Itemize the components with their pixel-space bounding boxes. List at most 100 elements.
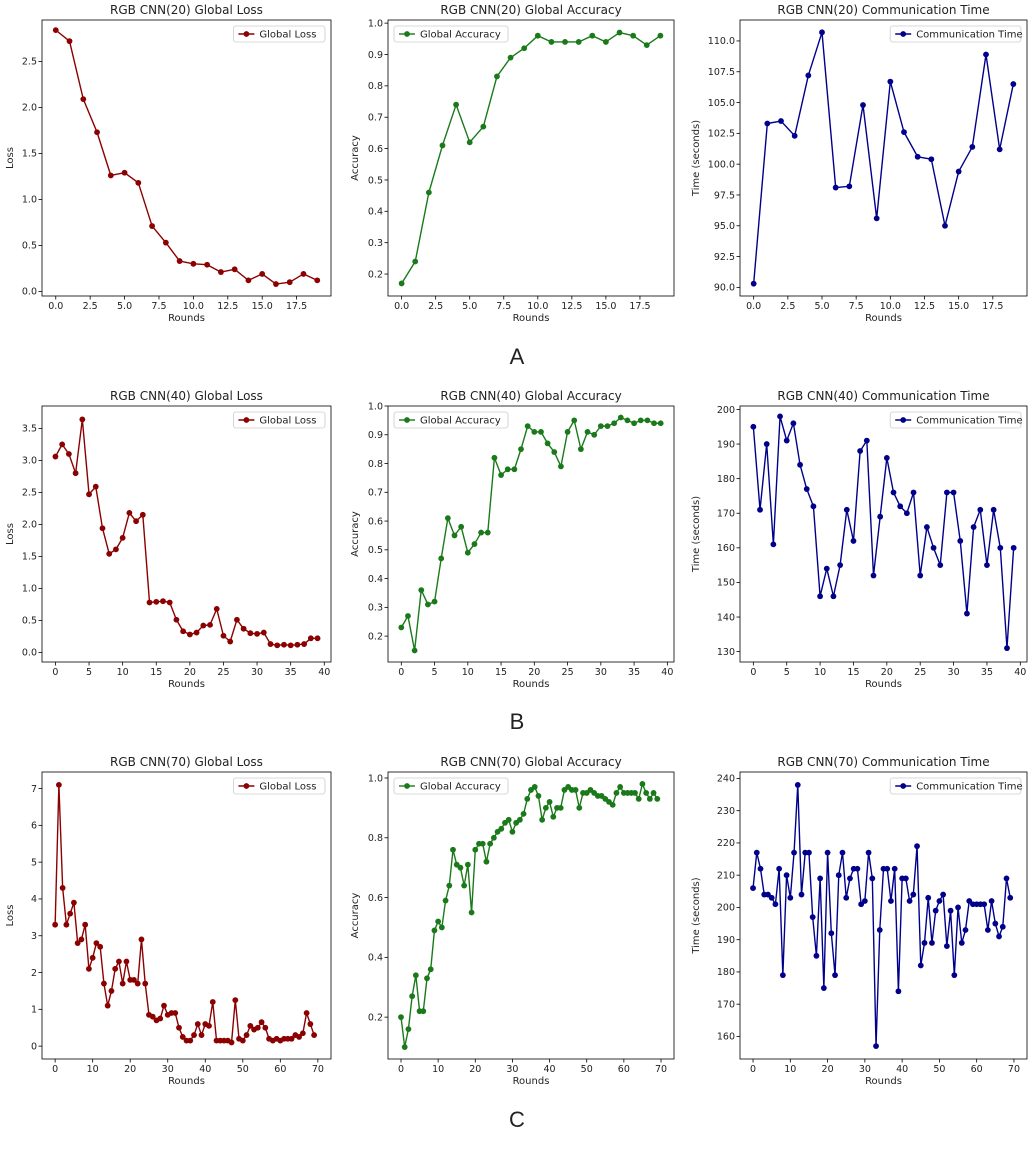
data-point [535,793,542,799]
data-point [548,39,555,45]
data-point [544,440,551,447]
data-point [442,897,449,904]
y-tick-label: 110.0 [708,36,735,47]
data-point [405,1026,412,1033]
data-point [435,918,442,925]
legend: Global Accuracy [393,25,509,43]
x-tick-label: 10 [432,1064,444,1075]
data-point [194,1021,201,1027]
data-point [52,453,59,460]
chart-svg: RGB CNN(40) Global Loss 0 5 10 15 20 25 30 35 40 0… [5,389,332,690]
chart-svg: RGB CNN(70) Global Accuracy 0 10 20 30 40 50 60… [350,755,675,1087]
y-tick-label: 102.5 [708,129,735,140]
x-tick-label: 0 [398,1064,404,1075]
data-point [52,27,59,34]
data-point [843,506,850,513]
x-tick-label: 40 [199,1064,211,1075]
data-point [446,882,453,889]
x-axis-label: Rounds [513,1076,550,1087]
y-axis-label: Loss [5,147,16,169]
y-tick-label: 6 [31,821,37,832]
data-point [260,629,267,636]
x-tick-label: 5 [784,667,790,678]
chart-title: RGB CNN(70) Communication Time [777,755,989,769]
x-axis-label: Rounds [168,313,205,324]
data-point [82,921,89,928]
data-point [546,798,553,805]
data-point [162,239,169,246]
x-tick-label: 40 [544,1064,556,1075]
data-point [531,784,538,790]
data-point [964,610,970,617]
legend-marker [900,417,907,423]
y-tick-label: 210 [717,870,735,881]
chart-title: RGB CNN(40) Global Accuracy [440,389,621,403]
data-point [409,993,416,1000]
y-axis-label: Time (seconds) [691,496,702,573]
data-point [425,601,431,608]
data-point [258,1019,265,1026]
legend-label: Global Loss [259,416,316,427]
chart-svg: RGB CNN(20) Global Accuracy 0.0 2.5 5.0 7.5 1… [350,3,675,324]
data-point [936,898,943,904]
x-tick-label: 0 [52,1064,58,1075]
data-point [524,423,531,430]
data-point [644,417,651,424]
data-point [942,222,948,229]
x-tick-label: 20 [184,667,196,678]
y-tick-label: 0.5 [22,241,37,252]
legend-box [232,411,326,429]
data-point [921,940,928,946]
chart-cnn70-accuracy: RGB CNN(70) Global Accuracy 0 10 20 30 40 50 60… [345,752,690,1104]
y-tick-label: 3.5 [22,424,37,435]
data-point [865,849,872,856]
data-point [917,962,924,969]
data-point [507,54,514,61]
data-point [438,555,445,562]
legend-label: Global Accuracy [420,30,501,41]
data-point [823,565,830,572]
data-point [798,891,805,898]
data-point [539,816,546,823]
data-point [928,156,935,163]
data-point [558,463,564,470]
data-point [398,280,405,287]
data-point [412,972,419,979]
data-point [1004,645,1010,652]
x-tick-label: 0 [750,1064,756,1075]
y-tick-label: 1.0 [22,195,37,206]
data-point [161,1002,167,1009]
legend-label: Global Loss [259,782,316,793]
data-point [227,638,234,645]
data-point [411,647,418,654]
series-line [54,784,315,1044]
y-tick-label: 0.0 [22,648,37,659]
y-tick-label: 0.6 [368,144,383,155]
y-axis-label: Loss [5,905,16,927]
data-point [267,641,274,647]
data-point [286,279,293,286]
data-point [770,541,777,548]
data-point [116,958,122,965]
data-point [557,804,564,811]
y-tick-label: 90.0 [714,283,735,294]
data-point [55,781,62,788]
data-point [832,184,839,191]
data-point [119,980,126,987]
data-point [80,96,87,103]
x-tick-label: 5.0 [814,301,829,312]
y-tick-label: 2.0 [22,103,37,114]
data-point [59,885,66,891]
data-point [809,914,816,921]
data-point [480,123,487,130]
x-tick-label: 7.5 [849,301,864,312]
data-point [153,598,160,605]
chart-title: RGB CNN(70) Global Accuracy [440,755,621,769]
data-point [247,1022,254,1029]
y-tick-label: 0.8 [368,833,383,844]
x-tick-label: 70 [312,1064,324,1075]
data-point [895,988,902,995]
x-tick-label: 0 [750,667,756,678]
row-label-a: A [509,344,525,369]
y-tick-label: 0.8 [368,459,383,470]
